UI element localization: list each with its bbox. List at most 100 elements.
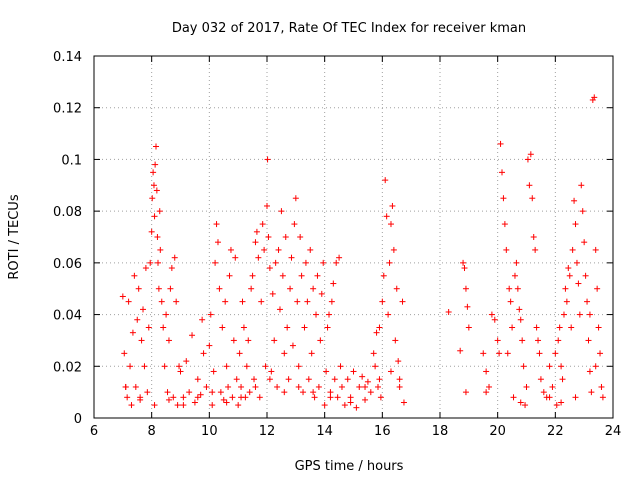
data-point: [585, 337, 592, 344]
data-point: [287, 285, 294, 292]
data-point: [597, 350, 604, 357]
data-point: [171, 254, 178, 261]
data-point: [200, 350, 207, 357]
data-point: [276, 306, 283, 313]
data-point: [301, 324, 308, 331]
x-tick-label: 8: [148, 424, 156, 439]
data-point: [138, 337, 145, 344]
data-point: [314, 272, 321, 279]
y-tick-label: 0.1: [61, 153, 82, 168]
data-point: [318, 290, 325, 297]
data-point: [252, 239, 259, 246]
data-point: [523, 383, 530, 390]
data-point: [272, 259, 279, 266]
data-point: [239, 298, 246, 305]
data-point: [297, 234, 304, 240]
data-point: [253, 228, 260, 235]
data-point: [295, 363, 302, 370]
data-point: [165, 396, 172, 403]
data-point: [333, 259, 340, 266]
data-point: [134, 316, 141, 323]
data-point: [510, 394, 517, 401]
data-point: [174, 402, 181, 409]
data-point: [155, 285, 162, 292]
data-point: [497, 140, 504, 147]
data-point: [151, 402, 158, 409]
data-point: [537, 376, 544, 383]
data-point: [194, 376, 201, 383]
data-point: [483, 389, 490, 396]
data-point: [392, 337, 399, 344]
data-point: [238, 394, 245, 401]
data-point: [480, 350, 487, 357]
chart-title: Day 032 of 2017, Rate Of TEC Index for r…: [172, 21, 526, 36]
data-point: [546, 363, 553, 370]
data-point: [186, 389, 193, 396]
data-point: [313, 311, 320, 318]
data-point: [387, 221, 394, 228]
data-point: [145, 324, 152, 331]
data-point: [294, 298, 301, 305]
data-point: [209, 389, 216, 396]
data-point: [197, 391, 204, 398]
data-point: [514, 285, 521, 292]
x-axis-label: GPS time / hours: [295, 459, 404, 474]
data-point: [513, 259, 520, 266]
data-point: [599, 394, 606, 401]
data-point: [315, 383, 322, 390]
data-point: [129, 329, 136, 336]
data-point: [212, 259, 219, 266]
data-point: [344, 376, 351, 383]
data-point: [578, 182, 585, 189]
data-point: [516, 306, 523, 313]
data-point: [396, 376, 403, 383]
tick-marks: [93, 55, 614, 419]
data-point: [219, 324, 226, 331]
data-point: [520, 363, 527, 370]
data-point: [591, 94, 598, 101]
data-point: [274, 383, 281, 390]
data-point: [176, 363, 183, 370]
data-point: [154, 234, 161, 240]
data-point: [240, 324, 247, 331]
x-tick-label: 24: [605, 424, 622, 439]
data-point: [586, 368, 593, 375]
data-point: [119, 293, 126, 300]
data-point: [536, 350, 543, 357]
data-point: [321, 402, 328, 409]
data-point: [576, 311, 583, 318]
data-point: [127, 363, 134, 370]
data-point: [191, 399, 198, 406]
data-point: [311, 394, 318, 401]
data-point: [177, 368, 184, 375]
data-point: [152, 143, 159, 150]
data-point: [302, 259, 309, 266]
data-point: [504, 350, 511, 357]
data-point: [324, 324, 331, 331]
data-point: [517, 316, 524, 323]
data-point: [122, 383, 129, 390]
data-point: [281, 350, 288, 357]
data-point: [380, 272, 387, 279]
data-point: [183, 358, 190, 365]
data-point: [170, 394, 177, 401]
data-point: [227, 246, 234, 253]
x-tick-label: 20: [489, 424, 506, 439]
data-point: [364, 378, 371, 385]
data-point: [462, 389, 469, 396]
data-point: [289, 342, 296, 349]
data-point: [389, 202, 396, 209]
data-point: [152, 161, 159, 168]
data-point: [457, 347, 464, 354]
data-point: [266, 376, 273, 383]
data-point: [584, 298, 591, 305]
data-point: [214, 239, 221, 246]
data-point: [124, 394, 131, 401]
data-point: [300, 389, 307, 396]
data-point: [331, 376, 338, 383]
data-point: [243, 363, 250, 370]
data-point: [285, 376, 292, 383]
data-point: [386, 259, 393, 266]
data-point: [524, 156, 531, 163]
data-point: [527, 151, 534, 158]
